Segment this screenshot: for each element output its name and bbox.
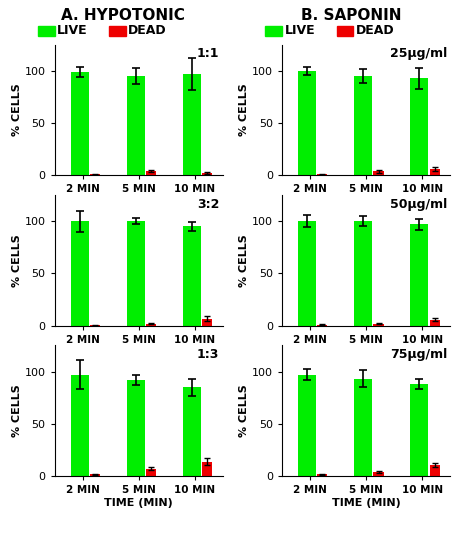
X-axis label: TIME (MIN): TIME (MIN)	[104, 197, 173, 207]
Bar	[410, 78, 428, 175]
X-axis label: TIME (MIN): TIME (MIN)	[332, 348, 401, 358]
Y-axis label: % CELLS: % CELLS	[239, 384, 249, 437]
Text: 50μg/ml: 50μg/ml	[390, 198, 447, 211]
Text: DEAD: DEAD	[128, 24, 166, 37]
Text: 25μg/ml: 25μg/ml	[390, 47, 447, 60]
Bar	[90, 474, 100, 476]
Bar	[146, 469, 156, 476]
Text: LIVE: LIVE	[284, 24, 315, 37]
Bar	[355, 379, 373, 476]
Y-axis label: % CELLS: % CELLS	[12, 84, 22, 136]
Bar	[318, 325, 328, 326]
Bar	[374, 324, 383, 326]
Bar	[202, 319, 212, 326]
Bar	[318, 474, 328, 476]
Bar	[183, 74, 201, 175]
Bar	[202, 462, 212, 476]
Bar	[71, 72, 89, 175]
Bar	[429, 169, 440, 175]
Y-axis label: % CELLS: % CELLS	[239, 234, 249, 287]
Text: B. SAPONIN: B. SAPONIN	[301, 8, 401, 23]
Y-axis label: % CELLS: % CELLS	[239, 84, 249, 136]
X-axis label: TIME (MIN): TIME (MIN)	[332, 197, 401, 207]
Bar	[298, 221, 316, 326]
X-axis label: TIME (MIN): TIME (MIN)	[332, 498, 401, 508]
Text: 75μg/ml: 75μg/ml	[390, 348, 447, 361]
Bar	[183, 226, 201, 326]
Bar	[127, 380, 145, 476]
Bar	[410, 384, 428, 476]
Text: LIVE: LIVE	[57, 24, 88, 37]
Text: 1:3: 1:3	[197, 348, 219, 361]
Bar	[355, 76, 373, 175]
Bar	[71, 375, 89, 476]
Bar	[90, 174, 100, 175]
Bar	[410, 224, 428, 326]
Bar	[146, 171, 156, 175]
Bar	[202, 173, 212, 175]
Bar	[429, 320, 440, 326]
X-axis label: TIME (MIN): TIME (MIN)	[104, 348, 173, 358]
Text: 1:1: 1:1	[197, 47, 219, 60]
Bar	[183, 387, 201, 476]
Bar	[127, 221, 145, 326]
Y-axis label: % CELLS: % CELLS	[12, 384, 22, 437]
Bar	[71, 221, 89, 326]
Bar	[374, 171, 383, 175]
Bar	[429, 465, 440, 476]
Text: 3:2: 3:2	[197, 198, 219, 211]
Bar	[318, 174, 328, 175]
Bar	[298, 71, 316, 175]
Text: A. HYPOTONIC: A. HYPOTONIC	[61, 8, 185, 23]
Y-axis label: % CELLS: % CELLS	[12, 234, 22, 287]
Bar	[355, 221, 373, 326]
Bar	[127, 76, 145, 175]
Bar	[298, 375, 316, 476]
Text: DEAD: DEAD	[356, 24, 394, 37]
Bar	[374, 472, 383, 476]
Bar	[146, 324, 156, 326]
X-axis label: TIME (MIN): TIME (MIN)	[104, 498, 173, 508]
